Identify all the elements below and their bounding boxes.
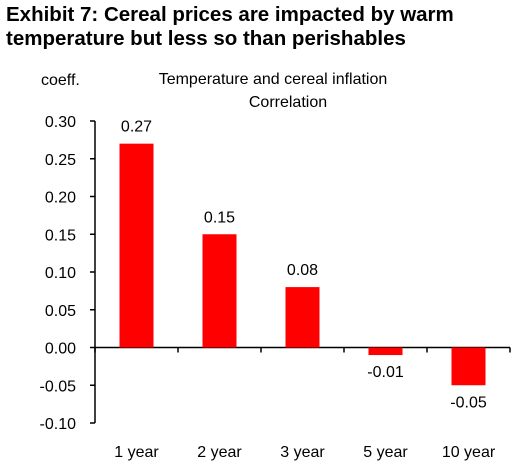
bar (368, 347, 403, 356)
x-tick-label: 2 year (197, 444, 242, 461)
bar (451, 347, 486, 386)
exhibit-title-line2: temperature but less so than perishables (6, 27, 406, 50)
bar (119, 143, 154, 348)
chart-title: Temperature and cereal inflation (159, 71, 388, 88)
x-tick-label: 10 year (442, 444, 496, 461)
y-tick-label: 0.30 (45, 114, 76, 131)
y-tick-label: 0.10 (45, 265, 76, 282)
exhibit-title: Exhibit 7: Cereal prices are impacted by… (6, 3, 521, 51)
y-tick-label: 0.25 (45, 152, 76, 169)
exhibit-title-line1: Exhibit 7: Cereal prices are impacted by… (6, 3, 454, 26)
bar (285, 287, 320, 348)
data-label: 0.08 (287, 262, 318, 279)
y-tick-label: 0.15 (45, 227, 76, 244)
x-tick-label: 1 year (114, 444, 159, 461)
y-tick-label: -0.05 (40, 378, 77, 395)
data-label: -0.05 (450, 394, 487, 411)
y-tick-label: 0.05 (45, 303, 76, 320)
y-tick-label: 0.20 (45, 190, 76, 207)
data-label: 0.27 (121, 119, 152, 136)
bar (202, 234, 237, 348)
y-tick-label: -0.10 (40, 416, 77, 433)
chart-subtitle: Correlation (249, 94, 327, 111)
y-tick-label: 0.00 (45, 341, 76, 358)
y-axis-label: coeff. (41, 72, 80, 89)
plot-area: 0.30 0.25 0.20 0.15 0.10 0.05 0.00 -0.05 -0.10 0.… (40, 114, 511, 461)
x-tick-label: 5 year (363, 444, 408, 461)
data-label: 0.15 (204, 209, 235, 226)
x-tick-label: 3 year (280, 444, 325, 461)
data-label: -0.01 (367, 364, 404, 381)
